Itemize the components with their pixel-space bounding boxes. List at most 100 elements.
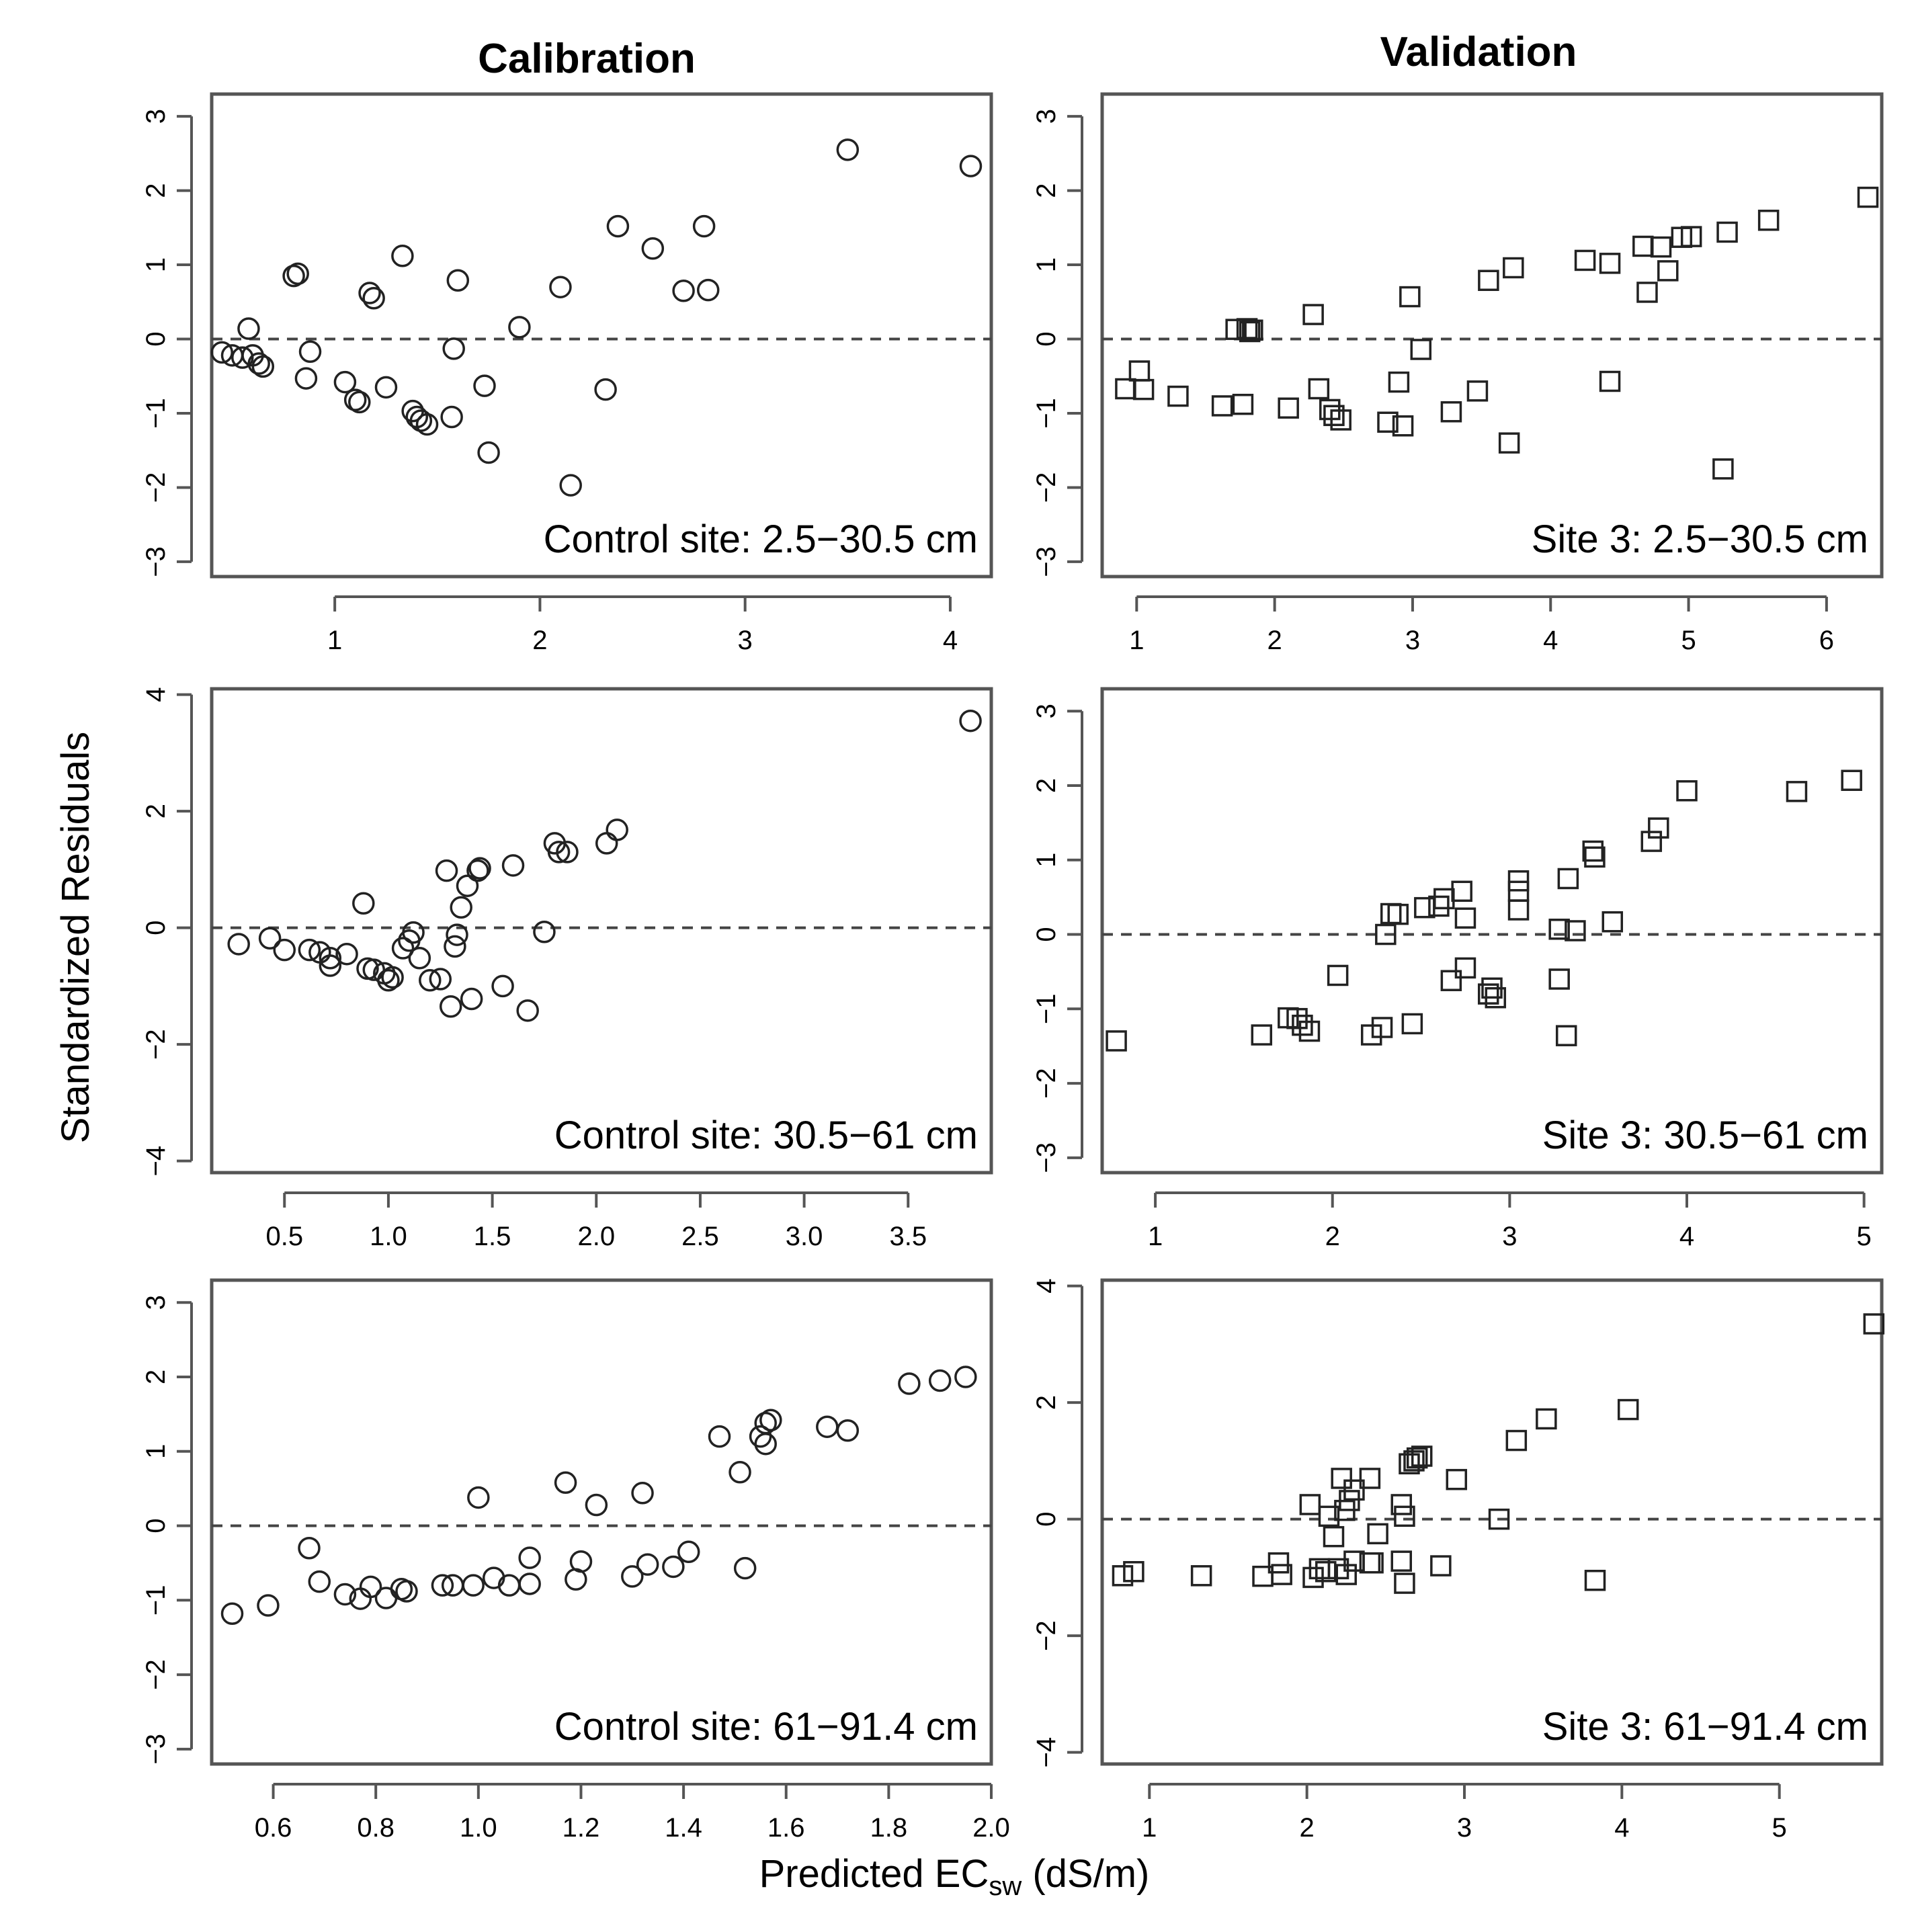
data-point-square bbox=[1632, 235, 1654, 257]
plot-frame bbox=[1100, 1278, 1884, 1766]
plot-frame bbox=[210, 687, 993, 1175]
data-point-square bbox=[1267, 1552, 1290, 1574]
x-tick-label: 1 bbox=[1129, 626, 1144, 655]
y-tick-label: −3 bbox=[1032, 546, 1061, 577]
data-point-square bbox=[1360, 1024, 1382, 1046]
data-point-circle bbox=[227, 933, 250, 956]
panel-label: Control site: 30.5−61 cm bbox=[554, 1114, 978, 1157]
data-point-circle bbox=[631, 1482, 654, 1505]
data-point-circle bbox=[754, 1411, 777, 1435]
y-tick-label: 1 bbox=[141, 257, 171, 272]
data-point-circle bbox=[959, 709, 982, 732]
panel-calibration-bottom: −3 −2 −1 0 1 2 3 0.6 0.8 1.0 1.2 1.4 1.6 1.8 2.0 Contro… bbox=[141, 1278, 1010, 1843]
data-point-circle bbox=[257, 1594, 280, 1617]
data-point-square bbox=[1343, 1479, 1365, 1501]
data-point-square bbox=[1318, 1505, 1340, 1527]
data-point-square bbox=[1555, 1025, 1577, 1046]
data-point-circle bbox=[606, 214, 630, 238]
x-tick-label: 5 bbox=[1857, 1222, 1872, 1251]
data-point-square bbox=[1394, 1505, 1415, 1527]
y-tick-label: −1 bbox=[1032, 994, 1061, 1025]
data-point-square bbox=[1190, 1565, 1212, 1587]
data-point-square bbox=[1331, 1468, 1352, 1489]
y-tick-label: 3 bbox=[141, 1295, 171, 1310]
x-tick-label: 3 bbox=[1457, 1813, 1472, 1843]
plot-frame bbox=[210, 92, 993, 579]
data-point-square bbox=[1399, 286, 1421, 308]
data-point-circle bbox=[508, 316, 531, 339]
data-point-circle bbox=[467, 1486, 490, 1509]
data-point-circle bbox=[595, 832, 618, 855]
column-title-calibration: Calibration bbox=[478, 36, 696, 82]
data-point-circle bbox=[816, 1415, 839, 1438]
data-point-circle bbox=[409, 409, 433, 432]
y-tick-label: 2 bbox=[1032, 778, 1061, 793]
data-point-square bbox=[1375, 923, 1397, 946]
data-point-circle bbox=[559, 474, 582, 497]
data-point-circle bbox=[258, 927, 282, 950]
data-point-circle bbox=[928, 1369, 952, 1392]
data-point-circle bbox=[672, 279, 695, 302]
data-point-square bbox=[1640, 831, 1663, 852]
data-point-circle bbox=[319, 947, 342, 970]
y-tick-label: 1 bbox=[1032, 257, 1061, 272]
data-point-circle bbox=[402, 921, 425, 944]
data-point-square bbox=[1536, 1408, 1557, 1430]
x-tick-label: 3 bbox=[738, 626, 753, 655]
y-tick-label: 3 bbox=[1032, 109, 1061, 124]
data-point-circle bbox=[442, 337, 465, 360]
data-point-square bbox=[1377, 411, 1399, 433]
data-point-square bbox=[1466, 380, 1489, 402]
data-point-square bbox=[1716, 221, 1738, 243]
data-point-square bbox=[1857, 186, 1879, 208]
data-point-circle bbox=[533, 920, 556, 943]
panel-label: Site 3: 61−91.4 cm bbox=[1542, 1705, 1868, 1749]
data-point-circle bbox=[554, 1471, 577, 1495]
data-point-circle bbox=[335, 942, 358, 966]
data-point-square bbox=[1359, 1468, 1381, 1489]
data-point-square bbox=[1271, 1564, 1292, 1585]
data-point-circle bbox=[374, 376, 398, 399]
data-point-circle bbox=[594, 378, 617, 401]
data-point-circle bbox=[294, 367, 318, 390]
data-point-square bbox=[1299, 1494, 1321, 1515]
y-tick-label: −3 bbox=[1032, 1142, 1061, 1173]
data-point-circle bbox=[391, 245, 414, 267]
data-point-circle bbox=[468, 857, 491, 880]
data-point-square bbox=[1286, 1007, 1308, 1030]
y-tick-label: −2 bbox=[1032, 1620, 1061, 1651]
x-tick-label: 2 bbox=[1325, 1222, 1340, 1251]
data-point-square bbox=[1477, 983, 1499, 1005]
x-tick-label: 5 bbox=[1772, 1813, 1787, 1843]
data-point-square bbox=[1330, 409, 1351, 431]
data-point-circle bbox=[662, 1555, 685, 1579]
data-point-square bbox=[1430, 1555, 1452, 1577]
data-point-square bbox=[1478, 269, 1499, 292]
y-tick-label: −1 bbox=[141, 398, 171, 429]
data-point-circle bbox=[381, 966, 404, 989]
data-point-circle bbox=[391, 937, 415, 960]
data-point-circle bbox=[606, 818, 628, 841]
data-point-square bbox=[1841, 769, 1862, 791]
x-tick-label: 6 bbox=[1819, 626, 1834, 655]
x-tick-label: 3.5 bbox=[889, 1222, 927, 1251]
data-point-circle bbox=[247, 352, 270, 375]
data-point-square bbox=[1302, 304, 1324, 325]
data-point-circle bbox=[636, 1553, 659, 1576]
panel-calibration-middle: −4 −2 0 2 4 0.5 1.0 1.5 2.0 2.5 3.0 3.5 Control site… bbox=[141, 687, 993, 1251]
data-point-circle bbox=[641, 237, 665, 260]
y-tick-label: 2 bbox=[141, 804, 171, 818]
data-point-circle bbox=[518, 1572, 541, 1595]
data-point-square bbox=[1786, 781, 1808, 802]
y-tick-label: 0 bbox=[1032, 1512, 1061, 1527]
data-point-square bbox=[1454, 957, 1476, 979]
data-point-circle bbox=[959, 155, 983, 177]
data-point-square bbox=[1657, 260, 1679, 282]
data-point-square bbox=[1680, 226, 1702, 247]
y-tick-label: −2 bbox=[1032, 472, 1061, 503]
x-tick-label: 2.5 bbox=[681, 1222, 719, 1251]
panel-validation-middle: −3 −2 −1 0 1 2 3 1 2 3 4 5 Site 3: 30.5−61 cm bbox=[1032, 687, 1884, 1251]
data-point-circle bbox=[460, 987, 483, 1011]
y-tick-label: −2 bbox=[1032, 1068, 1061, 1099]
